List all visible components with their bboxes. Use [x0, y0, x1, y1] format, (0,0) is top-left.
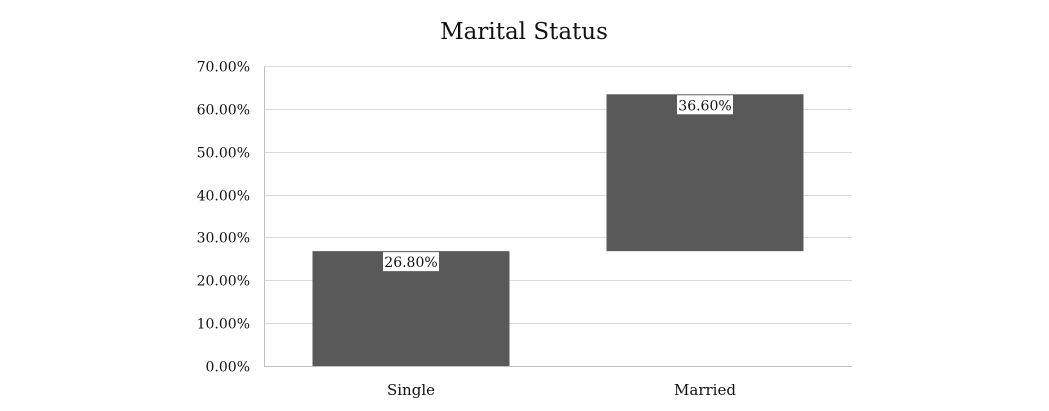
y-tick-label: 60.00%	[197, 103, 250, 119]
data-label: 26.80%	[384, 255, 437, 271]
bar-married	[606, 94, 804, 252]
data-label-box	[677, 95, 733, 115]
x-tick-label: Married	[674, 381, 736, 399]
data-label: 36.60%	[678, 98, 731, 114]
chart-title: Marital Status	[440, 19, 608, 45]
y-tick-label: 40.00%	[197, 189, 250, 205]
bars	[312, 94, 804, 366]
data-label-box	[383, 252, 439, 272]
y-tick-label: 20.00%	[197, 274, 250, 290]
y-axis: 0.00% 10.00% 20.00% 30.00% 40.00% 50.00% 60.00…	[197, 60, 852, 376]
x-tick-label: Single	[387, 381, 435, 399]
x-axis: Single Married	[387, 381, 736, 399]
y-tick-label: 0.00%	[206, 360, 250, 376]
y-tick-label: 50.00%	[197, 146, 250, 162]
y-tick-label: 30.00%	[197, 231, 250, 247]
y-tick-label: 70.00%	[197, 60, 250, 76]
data-labels: 26.80% 36.60%	[383, 95, 733, 272]
y-tick-label: 10.00%	[197, 317, 250, 333]
